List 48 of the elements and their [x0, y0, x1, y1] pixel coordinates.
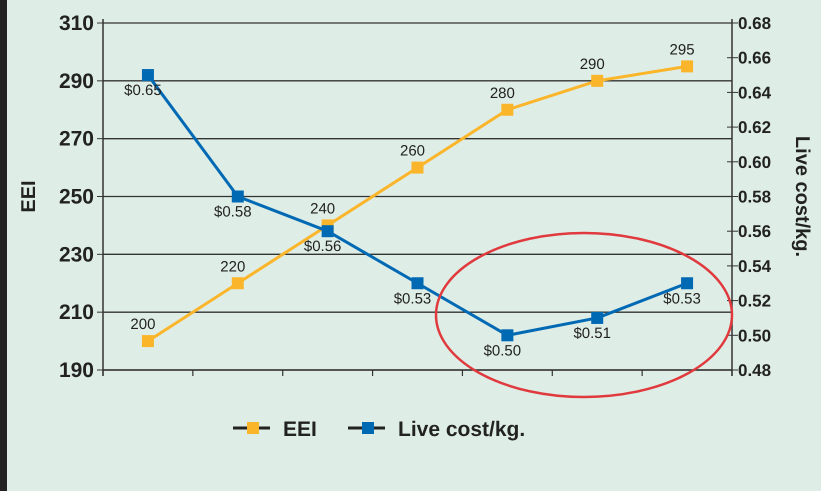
y-tick-label: 190 [58, 359, 94, 382]
legend-label: Live cost/kg. [398, 418, 526, 441]
point [322, 225, 334, 238]
data-label: 240 [310, 200, 336, 218]
y2-tick-label: 0.68 [738, 14, 772, 33]
y-tick-label: 270 [58, 128, 94, 151]
point [681, 277, 694, 290]
point [232, 190, 244, 202]
data-label: 260 [400, 142, 426, 160]
point [142, 69, 154, 82]
y-tick-label: 310 [58, 12, 94, 35]
point [501, 104, 514, 116]
y2-tick-label: 0.60 [738, 152, 772, 172]
y-tick-label: 250 [58, 186, 94, 208]
legend-label: EEI [283, 418, 317, 441]
y-tick-label: 230 [58, 243, 94, 266]
point [142, 335, 154, 348]
data-label: 290 [580, 56, 605, 73]
data-label: $0.50 [484, 342, 522, 360]
point [412, 162, 424, 174]
y2-tick-label: 0.56 [738, 222, 772, 242]
data-label: 280 [490, 84, 515, 102]
data-label: $0.58 [214, 204, 252, 220]
y2-tick-label: 0.64 [738, 83, 772, 102]
y-axis-title: EEI [18, 180, 40, 213]
point [232, 277, 244, 290]
point [591, 74, 604, 87]
y2-tick-label: 0.52 [738, 292, 772, 311]
data-label: $0.53 [394, 290, 432, 308]
data-label: 220 [220, 258, 246, 276]
y2-tick-label: 0.62 [738, 118, 772, 138]
point [591, 312, 604, 324]
point [412, 277, 424, 290]
point [501, 329, 514, 342]
y2-tick-label: 0.58 [738, 188, 772, 206]
data-label: 200 [130, 316, 156, 334]
data-label: $0.56 [304, 238, 342, 256]
y2-tick-label: 0.66 [738, 48, 772, 68]
y-tick-label: 290 [58, 70, 94, 93]
point [681, 60, 694, 72]
y2-axis-title: Live cost/kg. [791, 136, 813, 258]
y2-tick-label: 0.54 [738, 256, 772, 276]
data-label: $0.53 [663, 290, 701, 308]
y-tick-label: 210 [58, 301, 94, 324]
y2-tick-label: 0.50 [738, 326, 772, 346]
data-label: $0.51 [573, 324, 611, 342]
y2-tick-label: 0.48 [738, 361, 772, 380]
data-label: 295 [670, 41, 695, 58]
